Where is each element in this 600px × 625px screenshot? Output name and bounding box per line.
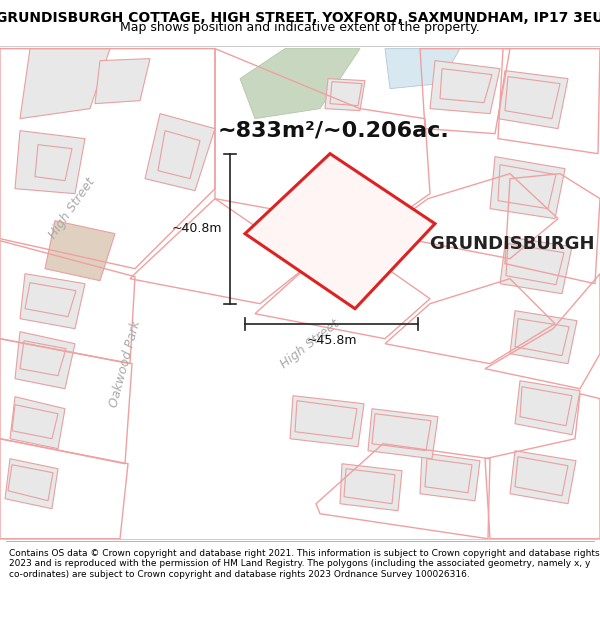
Text: Contains OS data © Crown copyright and database right 2021. This information is : Contains OS data © Crown copyright and d…: [9, 549, 599, 579]
Polygon shape: [372, 414, 431, 451]
Polygon shape: [158, 131, 200, 179]
Polygon shape: [515, 457, 568, 496]
Polygon shape: [440, 69, 492, 102]
Polygon shape: [20, 341, 66, 376]
Polygon shape: [15, 131, 85, 194]
Polygon shape: [498, 164, 556, 209]
Text: ~45.8m: ~45.8m: [306, 334, 357, 347]
Text: ~833m²/~0.206ac.: ~833m²/~0.206ac.: [218, 121, 450, 141]
Polygon shape: [498, 71, 568, 129]
Polygon shape: [340, 464, 402, 511]
Polygon shape: [430, 61, 500, 114]
Polygon shape: [325, 79, 365, 111]
Polygon shape: [15, 332, 75, 389]
Text: GRUNDISBURGH COTTAGE, HIGH STREET, YOXFORD, SAXMUNDHAM, IP17 3EU: GRUNDISBURGH COTTAGE, HIGH STREET, YOXFO…: [0, 11, 600, 26]
Polygon shape: [500, 237, 572, 294]
Polygon shape: [145, 114, 215, 191]
Text: High Street: High Street: [278, 317, 342, 371]
Polygon shape: [505, 77, 560, 119]
Text: High Street: High Street: [46, 176, 98, 241]
Polygon shape: [420, 452, 480, 501]
Polygon shape: [490, 157, 565, 219]
Polygon shape: [368, 409, 438, 459]
Polygon shape: [510, 451, 576, 504]
Polygon shape: [95, 59, 150, 104]
Polygon shape: [515, 319, 569, 356]
Polygon shape: [510, 311, 577, 364]
Polygon shape: [344, 469, 395, 504]
Polygon shape: [8, 465, 53, 501]
Polygon shape: [5, 459, 58, 509]
Text: GRUNDISBURGH COTTAGE: GRUNDISBURGH COTTAGE: [430, 234, 600, 253]
Text: ~40.8m: ~40.8m: [172, 222, 222, 235]
Polygon shape: [45, 221, 115, 281]
Text: Map shows position and indicative extent of the property.: Map shows position and indicative extent…: [120, 21, 480, 34]
Polygon shape: [515, 381, 580, 435]
Polygon shape: [520, 387, 572, 426]
Polygon shape: [20, 49, 110, 119]
Polygon shape: [330, 82, 362, 106]
Polygon shape: [295, 401, 357, 439]
Polygon shape: [25, 282, 76, 317]
Polygon shape: [245, 154, 435, 309]
Polygon shape: [240, 49, 360, 119]
Polygon shape: [506, 244, 564, 284]
Polygon shape: [12, 405, 58, 439]
Polygon shape: [290, 396, 364, 447]
Polygon shape: [10, 397, 65, 449]
Polygon shape: [385, 49, 460, 89]
Text: Oakwood Park: Oakwood Park: [107, 319, 143, 409]
Polygon shape: [425, 459, 472, 492]
Polygon shape: [35, 144, 72, 181]
Polygon shape: [20, 274, 85, 329]
